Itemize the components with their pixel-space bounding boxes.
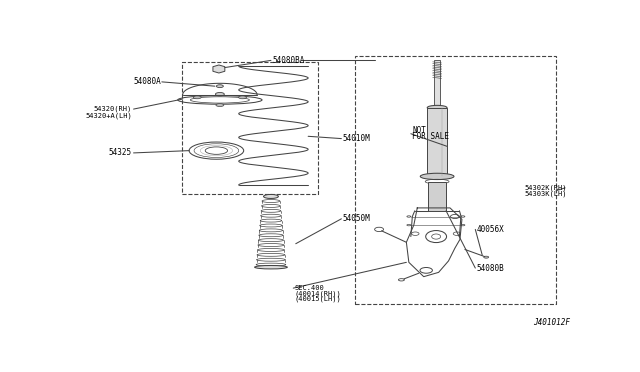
Bar: [428, 182, 446, 211]
Text: (40014(RH)): (40014(RH)): [294, 290, 341, 296]
Text: 54303K(LH): 54303K(LH): [525, 190, 567, 197]
Bar: [182, 62, 318, 193]
Text: 54080BA: 54080BA: [273, 56, 305, 65]
Text: 54080A: 54080A: [133, 77, 161, 86]
Ellipse shape: [420, 173, 454, 180]
Polygon shape: [213, 65, 225, 73]
Text: FOR SALE: FOR SALE: [412, 132, 449, 141]
Text: NOT: NOT: [412, 126, 426, 135]
Text: J401012F: J401012F: [533, 318, 570, 327]
Bar: [434, 60, 440, 108]
Ellipse shape: [428, 105, 447, 110]
Ellipse shape: [239, 96, 246, 99]
Ellipse shape: [484, 256, 489, 258]
Ellipse shape: [255, 266, 287, 269]
Text: 54010M: 54010M: [343, 134, 371, 143]
Text: SEC.400: SEC.400: [294, 285, 324, 291]
Ellipse shape: [216, 85, 223, 88]
Bar: [428, 108, 447, 176]
Text: 54080B: 54080B: [477, 264, 504, 273]
Text: 54320(RH): 54320(RH): [94, 106, 132, 112]
Ellipse shape: [216, 93, 225, 96]
Ellipse shape: [264, 195, 278, 198]
Ellipse shape: [193, 96, 201, 99]
Ellipse shape: [216, 104, 224, 106]
Bar: [355, 56, 556, 304]
Text: 54320+A(LH): 54320+A(LH): [85, 112, 132, 119]
Text: 54302K(RH): 54302K(RH): [525, 185, 567, 191]
Text: 54050M: 54050M: [343, 214, 371, 223]
Text: (40015(LH)): (40015(LH)): [294, 295, 341, 302]
Text: 40056X: 40056X: [477, 225, 504, 234]
Text: 54325: 54325: [109, 148, 132, 157]
